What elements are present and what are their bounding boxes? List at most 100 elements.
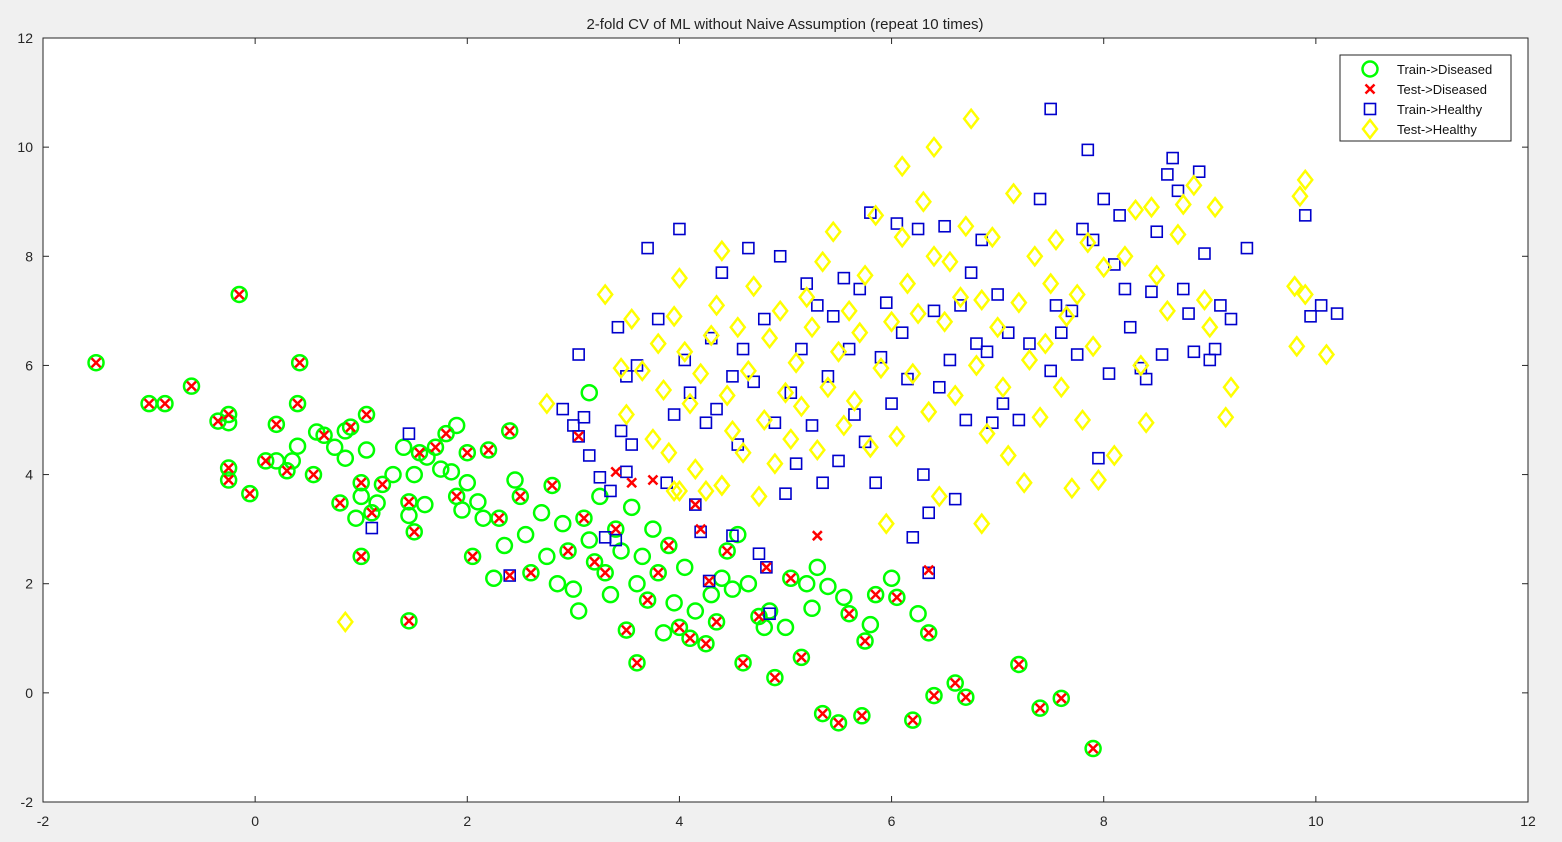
data-point-diamond: [1201, 316, 1219, 339]
data-point-diamond: [856, 264, 874, 287]
data-point-diamond: [925, 136, 943, 159]
data-point-circle: [835, 588, 853, 607]
data-point-diamond: [1036, 332, 1054, 355]
data-point-circle: [675, 558, 694, 577]
data-point-x: [159, 398, 171, 410]
data-point-circle: [819, 577, 837, 596]
data-point-diamond: [649, 332, 667, 355]
data-point-circle: [331, 494, 349, 512]
data-point-circle: [500, 422, 519, 440]
data-point-circle: [219, 459, 238, 477]
legend-label: Test->Healthy: [1397, 122, 1477, 137]
data-point-diamond: [893, 155, 911, 178]
data-point-square: [683, 386, 697, 400]
data-point-x: [1034, 702, 1046, 714]
data-point-diamond: [925, 245, 943, 268]
data-point-circle: [315, 426, 333, 445]
data-point-circle: [554, 514, 572, 533]
data-point-x: [504, 570, 516, 581]
data-point-diamond: [994, 376, 1012, 399]
data-point-x: [483, 444, 494, 456]
y-tick-label: 10: [17, 139, 33, 155]
data-point-diamond: [1031, 406, 1049, 429]
data-point-square: [784, 386, 798, 400]
data-point-circle: [718, 542, 736, 560]
data-point-circle: [182, 377, 201, 395]
data-point-x: [711, 616, 722, 628]
data-point-square: [689, 498, 702, 511]
data-point-diamond: [1291, 185, 1309, 208]
data-point-diamond: [1195, 288, 1214, 311]
data-point-diamond: [1148, 264, 1166, 287]
data-point-x: [233, 289, 245, 300]
data-point-circle: [766, 668, 784, 687]
data-point-circle: [559, 542, 577, 560]
data-point-diamond: [946, 384, 964, 407]
data-point-diamond: [1052, 376, 1070, 399]
data-point-circle: [628, 574, 646, 593]
data-point-circle: [665, 594, 683, 612]
data-point-diamond: [851, 321, 869, 344]
data-point-square: [760, 561, 773, 574]
data-point-square: [572, 430, 585, 443]
data-point-diamond: [941, 250, 959, 273]
data-point-square: [906, 531, 920, 544]
data-point-diamond: [723, 419, 742, 442]
data-point-square: [948, 492, 962, 506]
data-point-diamond: [1317, 343, 1336, 366]
data-point-diamond: [1137, 411, 1155, 434]
data-point-square: [853, 282, 867, 296]
data-point-square: [1012, 413, 1026, 427]
data-point-circle: [368, 494, 386, 512]
legend-marker-diamond: [1361, 117, 1379, 141]
data-point-square: [556, 402, 570, 416]
data-point-square: [922, 566, 935, 580]
data-point-square: [611, 320, 625, 334]
data-point-diamond: [957, 215, 975, 238]
data-point-diamond: [1169, 223, 1187, 246]
data-point-square: [826, 310, 840, 323]
y-tick-label: 6: [25, 357, 33, 373]
data-point-square: [1161, 168, 1174, 181]
data-point-x: [599, 567, 611, 579]
data-point-diamond: [1288, 335, 1306, 358]
data-point-diamond: [840, 299, 858, 322]
data-point-x: [796, 652, 807, 663]
data-point-square: [933, 380, 946, 394]
data-point-diamond: [1222, 376, 1240, 399]
data-point-diamond: [1206, 196, 1224, 219]
data-point-circle: [633, 547, 652, 566]
data-point-diamond: [670, 267, 689, 290]
data-point-circle: [325, 438, 344, 457]
data-point-x: [610, 523, 622, 535]
data-point-square: [970, 337, 983, 350]
data-point-diamond: [633, 359, 651, 382]
data-point-diamond: [596, 283, 614, 306]
data-point-diamond: [766, 452, 784, 475]
data-point-x: [1087, 743, 1099, 754]
data-point-square: [943, 353, 957, 367]
data-point-diamond: [835, 414, 853, 437]
data-point-diamond: [787, 351, 805, 374]
data-point-diamond: [904, 362, 922, 385]
data-point-square: [736, 342, 750, 356]
data-point-square: [821, 370, 835, 383]
data-point-square: [811, 299, 824, 312]
data-point-diamond: [867, 204, 885, 227]
data-point-circle: [341, 418, 360, 436]
legend: Train->Diseased Test->Diseased Train->Heal…: [1339, 54, 1512, 142]
x-tick-label: 2: [463, 813, 471, 829]
data-point-circle: [219, 471, 238, 489]
data-point-square: [1065, 304, 1079, 318]
data-point-x: [440, 428, 452, 440]
data-point-x: [562, 545, 574, 557]
data-point-circle: [87, 353, 105, 372]
data-point-circle: [585, 553, 604, 571]
data-point-circle: [644, 520, 662, 538]
data-point-diamond: [1126, 198, 1145, 221]
data-point-square: [1224, 312, 1238, 326]
data-point-square: [1198, 247, 1211, 260]
data-point-square: [1240, 241, 1254, 255]
data-point-square: [726, 529, 739, 542]
data-point-circle: [506, 471, 524, 489]
